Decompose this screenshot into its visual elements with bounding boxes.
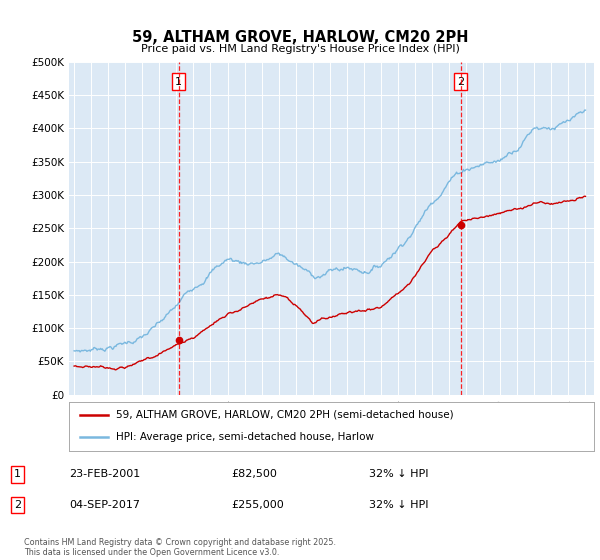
Text: 1: 1 (14, 469, 21, 479)
Text: 32% ↓ HPI: 32% ↓ HPI (369, 469, 428, 479)
Text: 04-SEP-2017: 04-SEP-2017 (70, 500, 140, 510)
Text: Contains HM Land Registry data © Crown copyright and database right 2025.
This d: Contains HM Land Registry data © Crown c… (24, 538, 336, 557)
Text: 2: 2 (457, 77, 464, 87)
Text: 59, ALTHAM GROVE, HARLOW, CM20 2PH: 59, ALTHAM GROVE, HARLOW, CM20 2PH (132, 30, 468, 45)
Text: HPI: Average price, semi-detached house, Harlow: HPI: Average price, semi-detached house,… (116, 432, 374, 442)
Text: Price paid vs. HM Land Registry's House Price Index (HPI): Price paid vs. HM Land Registry's House … (140, 44, 460, 54)
Text: 1: 1 (175, 77, 182, 87)
Text: 59, ALTHAM GROVE, HARLOW, CM20 2PH (semi-detached house): 59, ALTHAM GROVE, HARLOW, CM20 2PH (semi… (116, 410, 454, 420)
Text: 2: 2 (14, 500, 22, 510)
Text: £255,000: £255,000 (231, 500, 284, 510)
Text: £82,500: £82,500 (231, 469, 277, 479)
Text: 32% ↓ HPI: 32% ↓ HPI (369, 500, 428, 510)
Text: 23-FEB-2001: 23-FEB-2001 (70, 469, 141, 479)
